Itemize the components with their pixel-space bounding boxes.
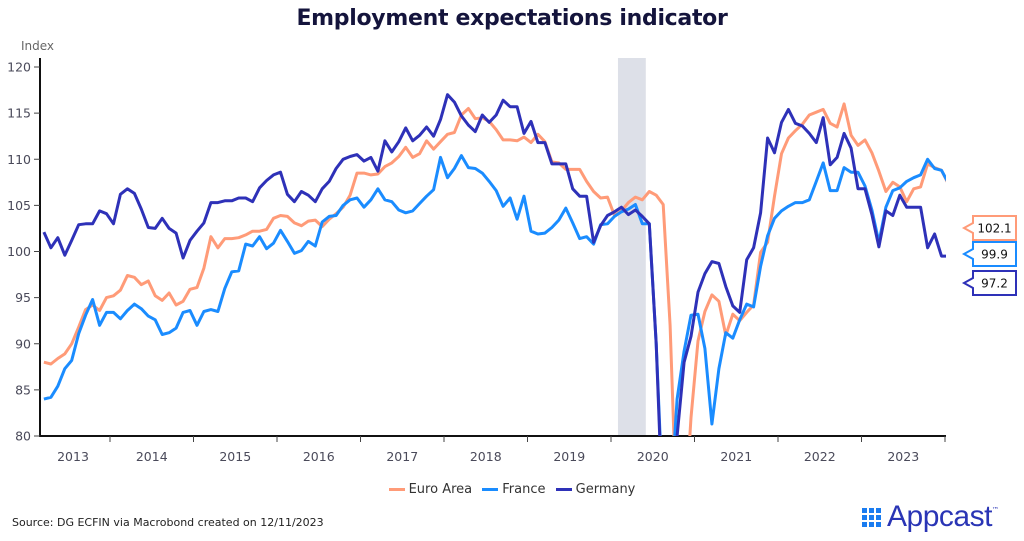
logo-text: Appcast <box>887 500 992 533</box>
x-tick-label: 2023 <box>887 449 919 464</box>
legend-label: France <box>502 482 546 497</box>
y-tick-label: 105 <box>7 198 31 213</box>
y-tick-label: 100 <box>7 244 31 259</box>
end-labels-layer: 102.1 99.9 97.2 <box>961 215 1017 296</box>
x-tick-label: 2014 <box>136 449 168 464</box>
y-tick-label: 80 <box>15 429 31 444</box>
x-tick-label: 2018 <box>470 449 502 464</box>
end-label-box-france <box>961 241 1017 267</box>
legend-label: Germany <box>575 482 636 497</box>
source-note: Source: DG ECFIN via Macrobond created o… <box>12 516 324 529</box>
x-tick-label: 2016 <box>303 449 335 464</box>
y-tick-label: 90 <box>15 336 31 351</box>
series-line-euro-area <box>43 102 946 436</box>
axes-layer: 80 85 90 95 100 105 110 115 120 2013 2014 2015 2016 2… <box>7 58 946 464</box>
end-label-box-euro-area <box>961 215 1017 241</box>
series-line-france <box>43 154 946 436</box>
y-tick-label: 120 <box>7 60 31 75</box>
legend-swatch-germany <box>555 488 572 491</box>
end-label-box-germany <box>961 270 1017 296</box>
legend: Euro Area France Germany <box>0 480 1024 497</box>
end-label-value: 99.9 <box>981 248 1008 262</box>
shaded-region-layer <box>617 58 646 436</box>
appcast-logo: Appcast ™ <box>862 500 999 534</box>
logo-trademark: ™ <box>991 506 999 514</box>
y-tick-label: 95 <box>15 290 31 305</box>
y-axis-title: Index <box>21 39 54 53</box>
y-tick-label: 85 <box>15 382 31 397</box>
x-tick-label: 2019 <box>553 449 585 464</box>
legend-swatch-euro-area <box>388 488 405 491</box>
end-label-value: 102.1 <box>977 222 1011 236</box>
x-tick-label: 2015 <box>219 449 251 464</box>
series-layer <box>42 93 946 436</box>
legend-swatch-france <box>482 488 499 491</box>
legend-item-euro-area[interactable]: Euro Area <box>388 482 473 497</box>
recession-shading <box>617 58 646 436</box>
y-tick-label: 110 <box>7 152 31 167</box>
chart-title: Employment expectations indicator <box>296 6 728 31</box>
x-tick-label: 2022 <box>804 449 836 464</box>
logo-dots-icon <box>862 507 881 527</box>
series-line-germany <box>42 93 946 436</box>
x-tick-label: 2020 <box>637 449 669 464</box>
legend-item-france[interactable]: France <box>482 482 545 497</box>
x-tick-label: 2013 <box>57 449 89 464</box>
legend-item-germany[interactable]: Germany <box>555 482 636 497</box>
end-label-value: 97.2 <box>981 277 1008 291</box>
x-tick-label: 2017 <box>386 449 418 464</box>
legend-label: Euro Area <box>408 482 473 497</box>
y-tick-label: 115 <box>7 106 31 121</box>
x-tick-label: 2021 <box>720 449 752 464</box>
